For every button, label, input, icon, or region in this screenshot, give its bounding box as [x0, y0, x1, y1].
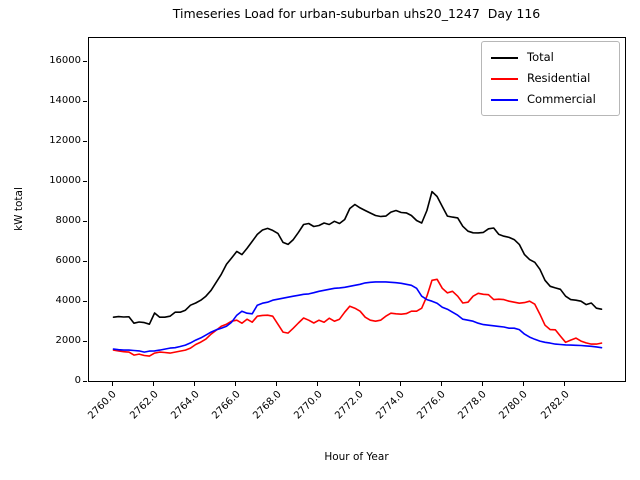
y-tick-mark [83, 220, 87, 222]
x-tick-mark [481, 382, 483, 386]
x-tick-mark [358, 382, 360, 386]
y-tick-mark [83, 300, 87, 302]
y-tick-label: 4000 [55, 294, 81, 306]
legend: Total Residential Commercial [481, 41, 620, 116]
legend-entry-residential: Residential [491, 68, 611, 89]
y-tick-mark [83, 101, 87, 103]
x-tick-label: 2772.0 [333, 389, 366, 422]
legend-entry-commercial: Commercial [491, 89, 611, 110]
legend-line-sample [491, 77, 518, 80]
x-tick-mark [235, 382, 237, 386]
y-tick-mark [83, 181, 87, 183]
legend-label: Residential [527, 70, 591, 85]
y-tick-label: 2000 [55, 334, 81, 346]
x-tick-label: 2774.0 [374, 389, 407, 422]
x-tick-label: 2782.0 [538, 389, 572, 422]
y-tick-label: 12000 [49, 135, 81, 147]
legend-line-sample [491, 98, 518, 101]
x-tick-mark [153, 382, 155, 386]
y-tick-label: 8000 [55, 214, 81, 226]
x-tick-label: 2762.0 [127, 389, 161, 422]
x-tick-mark [276, 382, 278, 386]
x-tick-label: 2768.0 [251, 389, 284, 422]
y-tick-label: 0 [74, 374, 81, 386]
y-tick-mark [83, 260, 87, 262]
x-tick-label: 2776.0 [415, 389, 449, 422]
series-line-residential [112, 278, 603, 357]
y-tick-label: 10000 [49, 175, 81, 187]
x-tick-mark [317, 382, 319, 386]
y-tick-mark [83, 340, 87, 342]
legend-label: Total [527, 49, 554, 64]
x-tick-mark [399, 382, 401, 386]
series-line-total [112, 190, 603, 326]
y-tick-mark [83, 380, 87, 382]
x-tick-mark [522, 382, 524, 386]
series-line-commercial [112, 281, 603, 353]
x-tick-mark [111, 382, 113, 386]
legend-line-sample [491, 56, 518, 59]
x-tick-label: 2780.0 [497, 389, 531, 422]
legend-entry-total: Total [491, 47, 611, 68]
x-axis-label: Hour of Year [324, 451, 389, 463]
x-tick-mark [564, 382, 566, 386]
y-tick-label: 6000 [55, 254, 81, 266]
x-tick-label: 2760.0 [86, 389, 120, 422]
x-tick-label: 2764.0 [168, 389, 202, 422]
x-tick-mark [194, 382, 196, 386]
x-tick-mark [440, 382, 442, 386]
y-tick-mark [83, 61, 87, 63]
legend-label: Commercial [527, 91, 596, 106]
y-tick-label: 14000 [49, 95, 81, 107]
x-tick-label: 2778.0 [456, 389, 490, 422]
plot-area [88, 37, 626, 382]
line-chart [112, 190, 603, 357]
x-tick-label: 2770.0 [292, 389, 325, 422]
y-tick-label: 16000 [49, 55, 81, 67]
x-tick-label: 2766.0 [210, 389, 243, 422]
y-tick-mark [83, 141, 87, 143]
chart-title: Timeseries Load for urban-suburban uhs20… [172, 6, 541, 21]
